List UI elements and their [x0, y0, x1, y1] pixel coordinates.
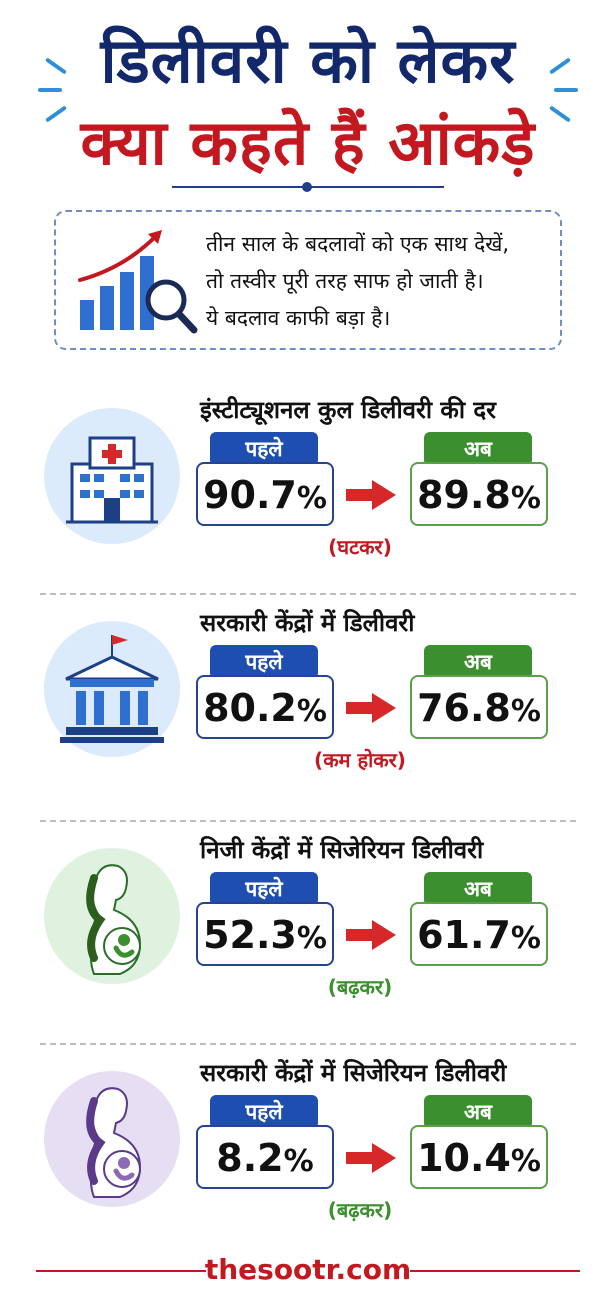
pregnant-woman-icon: [44, 848, 180, 984]
after-label: अब: [424, 645, 532, 679]
page-title-line1: डिलीवरी को लेकर: [100, 24, 516, 97]
intro-line: ये बदलाव काफी बड़ा है।: [206, 306, 391, 330]
before-label: पहले: [210, 432, 318, 466]
before-value-box: 90.7%: [196, 462, 334, 526]
percent-sign: %: [510, 921, 541, 956]
after-label: अब: [424, 1095, 532, 1129]
after-value: 89.8: [417, 473, 511, 517]
before-value: 52.3: [203, 913, 297, 957]
intro-box: तीन साल के बदलावों को एक साथ देखें, तो त…: [54, 210, 562, 350]
footer-rule-left: [36, 1270, 206, 1272]
after-label: अब: [424, 432, 532, 466]
change-note: (बढ़कर): [327, 975, 393, 999]
title-underline-dot: [302, 182, 312, 192]
before-value-box: 80.2%: [196, 675, 334, 739]
section-title: इंस्टीट्यूशनल कुल डिलीवरी की दर: [200, 396, 496, 424]
stat-section-institutional: इंस्टीट्यूशनल कुल डिलीवरी की दर पहले अब …: [0, 380, 616, 605]
change-note: (घटकर): [328, 535, 392, 559]
after-value: 61.7: [417, 913, 511, 957]
government-building-icon: [44, 621, 180, 757]
section-title: निजी केंद्रों में सिजेरियन डिलीवरी: [200, 836, 484, 864]
footer-site-link[interactable]: thesootr.com: [204, 1253, 412, 1286]
percent-sign: %: [510, 481, 541, 516]
before-value: 80.2: [203, 686, 297, 730]
percent-sign: %: [296, 694, 327, 729]
section-title: सरकारी केंद्रों में डिलीवरी: [200, 609, 415, 637]
section-divider: [40, 1043, 576, 1045]
section-divider: [40, 820, 576, 822]
stat-section-private-cesarean: निजी केंद्रों में सिजेरियन डिलीवरी पहले …: [0, 820, 616, 1045]
section-divider: [40, 593, 576, 595]
right-arrow-icon: [346, 480, 396, 510]
before-label: पहले: [210, 872, 318, 906]
after-value-box: 89.8%: [410, 462, 548, 526]
percent-sign: %: [510, 1144, 541, 1179]
spark-decoration: [554, 88, 578, 92]
before-value-box: 8.2%: [196, 1125, 334, 1189]
before-label: पहले: [210, 645, 318, 679]
before-value: 8.2: [216, 1136, 284, 1180]
change-note: (कम होकर): [314, 748, 406, 772]
right-arrow-icon: [346, 1143, 396, 1173]
stat-section-government-cesarean: सरकारी केंद्रों में सिजेरियन डिलीवरी पहल…: [0, 1043, 616, 1268]
intro-text: तीन साल के बदलावों को एक साथ देखें, तो त…: [206, 226, 556, 337]
after-value-box: 76.8%: [410, 675, 548, 739]
spark-decoration: [38, 88, 62, 92]
change-note: (बढ़कर): [327, 1198, 393, 1222]
after-value-box: 61.7%: [410, 902, 548, 966]
after-value: 10.4: [417, 1136, 511, 1180]
before-value: 90.7: [203, 473, 297, 517]
after-label: अब: [424, 872, 532, 906]
intro-line: तीन साल के बदलावों को एक साथ देखें,: [206, 232, 510, 256]
growth-chart-magnifier-icon: [78, 230, 198, 334]
before-label: पहले: [210, 1095, 318, 1129]
percent-sign: %: [510, 694, 541, 729]
page-title-line2: क्या कहते हैं आंकड़े: [80, 106, 536, 179]
percent-sign: %: [296, 481, 327, 516]
hospital-icon: [44, 408, 180, 544]
percent-sign: %: [296, 921, 327, 956]
section-title: सरकारी केंद्रों में सिजेरियन डिलीवरी: [200, 1059, 507, 1087]
percent-sign: %: [283, 1144, 314, 1179]
pregnant-woman-icon: [44, 1071, 180, 1207]
right-arrow-icon: [346, 920, 396, 950]
right-arrow-icon: [346, 693, 396, 723]
stat-section-government-delivery: सरकारी केंद्रों में डिलीवरी पहले अब 80.2…: [0, 593, 616, 818]
after-value: 76.8: [417, 686, 511, 730]
before-value-box: 52.3%: [196, 902, 334, 966]
intro-line: तो तस्वीर पूरी तरह साफ हो जाती है।: [206, 269, 484, 293]
after-value-box: 10.4%: [410, 1125, 548, 1189]
footer-rule-right: [410, 1270, 580, 1272]
